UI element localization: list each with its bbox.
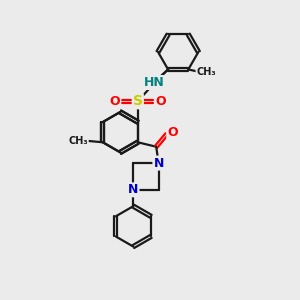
Text: N: N [128, 183, 139, 196]
Text: CH₃: CH₃ [196, 68, 216, 77]
Text: CH₃: CH₃ [68, 136, 88, 146]
Text: N: N [153, 157, 164, 169]
Text: O: O [167, 126, 178, 139]
Text: S: S [133, 94, 143, 108]
Text: O: O [110, 95, 120, 108]
Text: HN: HN [144, 76, 164, 89]
Text: O: O [155, 95, 166, 108]
